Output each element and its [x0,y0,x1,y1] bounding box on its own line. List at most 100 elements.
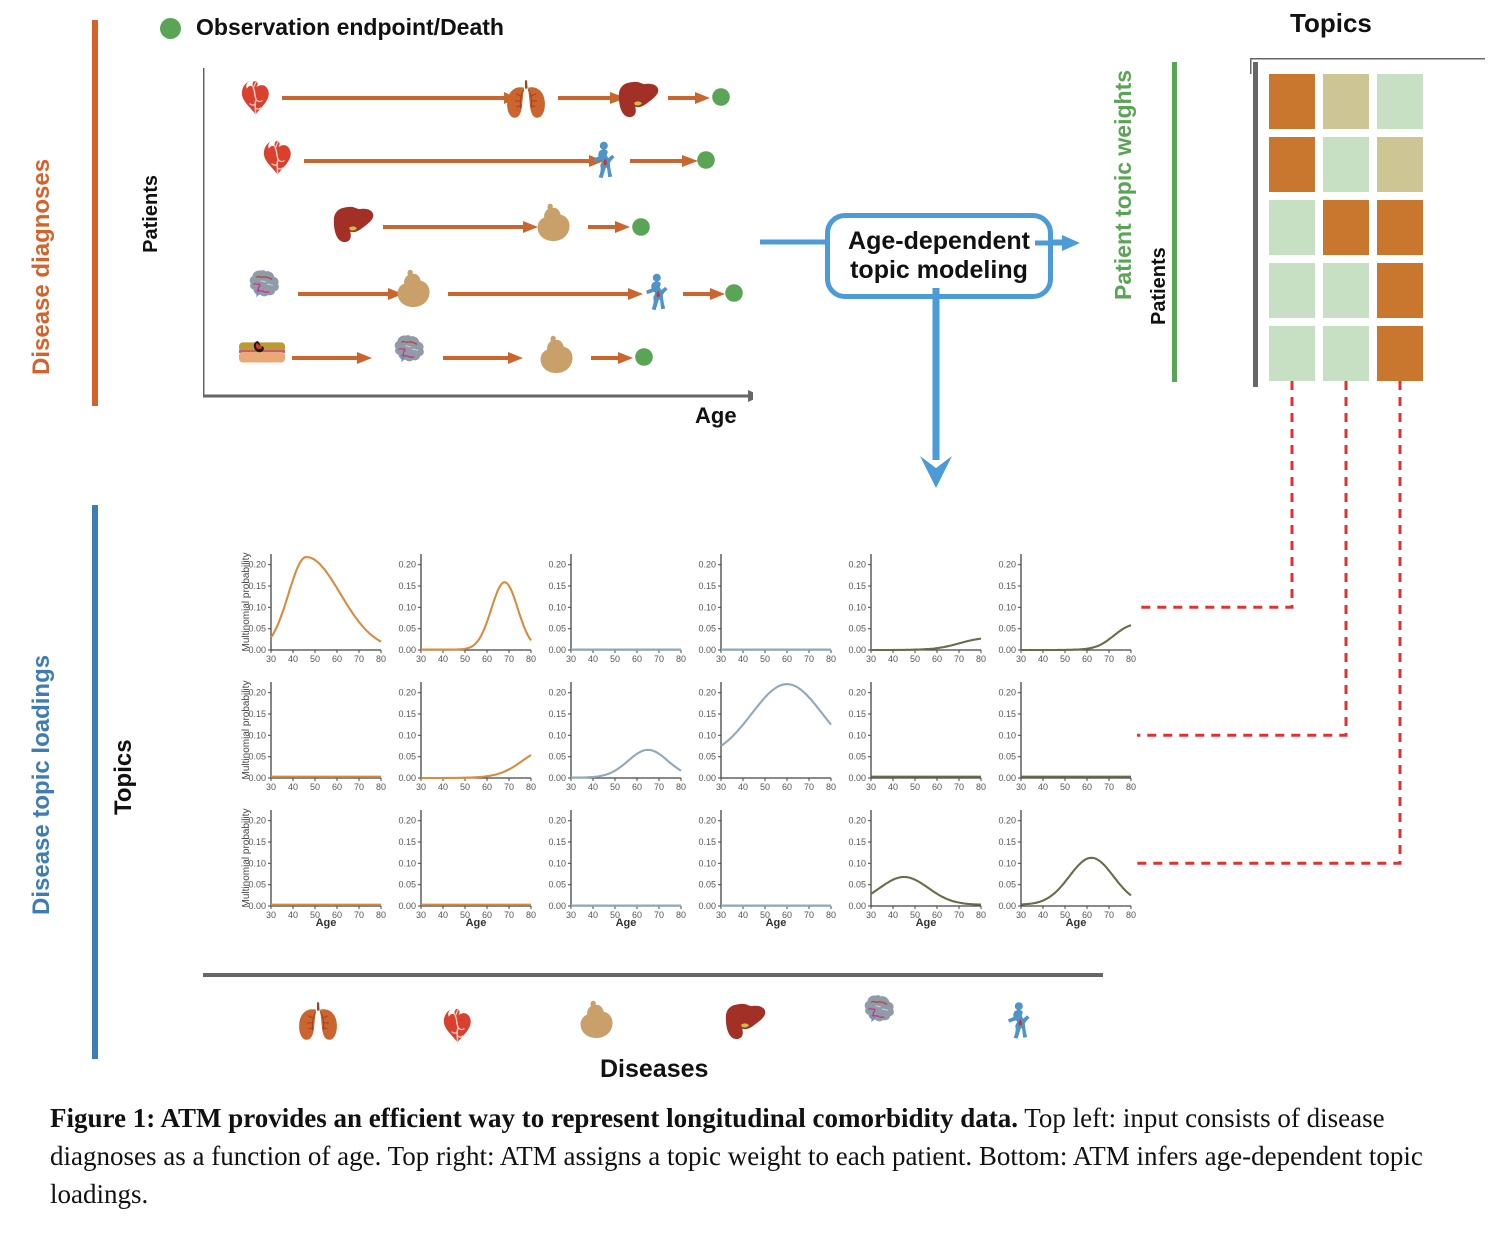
svg-text:0.20: 0.20 [398,816,416,826]
svg-text:0.10: 0.10 [698,858,716,868]
svg-text:0.20: 0.20 [398,560,416,570]
svg-text:70: 70 [1104,910,1114,920]
svg-text:0.15: 0.15 [398,581,416,591]
svg-text:30: 30 [866,782,876,792]
svg-text:30: 30 [266,654,276,664]
svg-text:0.10: 0.10 [698,730,716,740]
svg-text:0.20: 0.20 [998,560,1016,570]
svg-text:0.15: 0.15 [548,837,566,847]
svg-text:0.20: 0.20 [998,688,1016,698]
svg-text:50: 50 [610,654,620,664]
svg-text:0.20: 0.20 [698,560,716,570]
svg-text:30: 30 [566,654,576,664]
svg-text:60: 60 [1082,782,1092,792]
svg-text:40: 40 [888,654,898,664]
svg-text:30: 30 [566,910,576,920]
svg-text:0.00: 0.00 [698,773,716,783]
svg-text:30: 30 [716,910,726,920]
svg-text:0.05: 0.05 [548,752,566,762]
svg-text:50: 50 [310,782,320,792]
svg-text:0.00: 0.00 [548,773,566,783]
svg-text:30: 30 [416,782,426,792]
svg-text:70: 70 [954,654,964,664]
svg-text:70: 70 [804,654,814,664]
svg-text:0.10: 0.10 [998,730,1016,740]
svg-text:80: 80 [826,782,836,792]
svg-text:70: 70 [954,910,964,920]
svg-text:70: 70 [504,654,514,664]
svg-text:0.15: 0.15 [698,837,716,847]
svg-text:0.00: 0.00 [698,645,716,655]
svg-text:30: 30 [866,654,876,664]
svg-text:40: 40 [288,782,298,792]
svg-text:80: 80 [826,654,836,664]
svg-text:0.20: 0.20 [548,560,566,570]
svg-text:40: 40 [288,654,298,664]
svg-text:60: 60 [482,782,492,792]
svg-text:Multinomial probability: Multinomial probability [241,681,252,780]
svg-text:0.10: 0.10 [398,602,416,612]
svg-text:30: 30 [266,910,276,920]
svg-text:80: 80 [676,782,686,792]
svg-text:80: 80 [976,782,986,792]
svg-text:30: 30 [266,782,276,792]
svg-text:0.20: 0.20 [548,688,566,698]
svg-text:60: 60 [482,654,492,664]
svg-text:0.05: 0.05 [848,880,866,890]
svg-text:80: 80 [976,654,986,664]
svg-text:0.10: 0.10 [548,730,566,740]
svg-text:70: 70 [804,910,814,920]
svg-text:Age: Age [916,917,937,929]
svg-text:60: 60 [332,654,342,664]
svg-text:50: 50 [760,782,770,792]
svg-text:80: 80 [676,654,686,664]
svg-text:0.05: 0.05 [698,752,716,762]
svg-text:0.20: 0.20 [698,688,716,698]
svg-text:Multinomial probability: Multinomial probability [241,809,252,908]
svg-text:0.00: 0.00 [998,773,1016,783]
svg-text:30: 30 [866,910,876,920]
svg-text:Age: Age [316,917,337,929]
svg-text:40: 40 [1038,910,1048,920]
svg-text:50: 50 [910,782,920,792]
svg-text:70: 70 [354,782,364,792]
svg-text:0.20: 0.20 [398,688,416,698]
svg-text:30: 30 [416,654,426,664]
svg-text:60: 60 [782,654,792,664]
svg-text:40: 40 [588,782,598,792]
svg-text:80: 80 [526,910,536,920]
svg-text:70: 70 [504,910,514,920]
svg-text:60: 60 [932,654,942,664]
svg-text:60: 60 [632,782,642,792]
svg-text:50: 50 [1060,782,1070,792]
svg-text:70: 70 [354,910,364,920]
svg-text:0.20: 0.20 [848,560,866,570]
svg-text:40: 40 [1038,782,1048,792]
svg-text:0.00: 0.00 [548,901,566,911]
svg-text:0.05: 0.05 [998,752,1016,762]
svg-text:0.05: 0.05 [998,880,1016,890]
svg-text:70: 70 [1104,782,1114,792]
svg-text:0.15: 0.15 [998,709,1016,719]
svg-text:0.05: 0.05 [398,624,416,634]
svg-text:0.15: 0.15 [998,837,1016,847]
svg-text:50: 50 [910,654,920,664]
svg-text:0.10: 0.10 [548,858,566,868]
svg-text:0.10: 0.10 [848,602,866,612]
svg-text:70: 70 [654,782,664,792]
svg-text:80: 80 [826,910,836,920]
svg-text:0.00: 0.00 [848,773,866,783]
svg-text:0.00: 0.00 [548,645,566,655]
svg-text:0.10: 0.10 [998,858,1016,868]
svg-text:0.15: 0.15 [548,581,566,591]
svg-text:70: 70 [954,782,964,792]
svg-text:40: 40 [288,910,298,920]
svg-text:50: 50 [310,654,320,664]
svg-text:0.05: 0.05 [998,624,1016,634]
svg-text:70: 70 [354,654,364,664]
svg-text:50: 50 [460,654,470,664]
svg-text:0.15: 0.15 [848,837,866,847]
svg-text:0.15: 0.15 [698,709,716,719]
svg-text:0.00: 0.00 [398,773,416,783]
svg-text:80: 80 [976,910,986,920]
